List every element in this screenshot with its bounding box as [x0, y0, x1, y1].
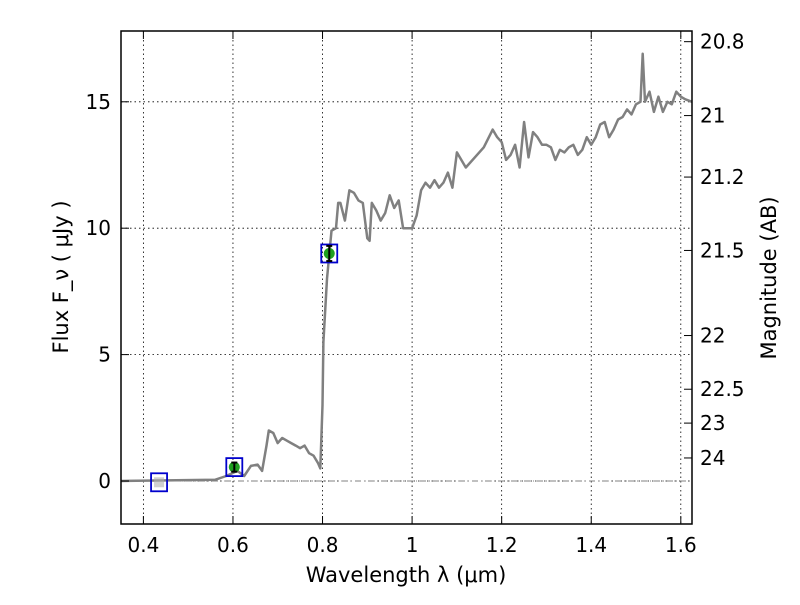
mag-tick-label: 21: [700, 104, 725, 128]
x-tick-label: 0.8: [307, 533, 339, 557]
photometry-box: [320, 243, 339, 264]
y-axis-label: Flux F_ν ( μJy ): [49, 200, 74, 353]
x-tick-label: 0.4: [127, 533, 159, 557]
x-axis-label: Wavelength λ (μm): [306, 563, 507, 587]
mag-tick-label: 23: [700, 411, 725, 435]
x-tick-label: 1: [406, 533, 419, 557]
x-tick-label: 0.6: [217, 533, 249, 557]
y-axis-ticks: 0 5 10 15: [86, 90, 129, 493]
mag-tick-label: 21.2: [700, 165, 745, 189]
y-tick-label: 15: [86, 90, 111, 114]
series-layer: [120, 52, 693, 483]
spectrum-line: [120, 52, 693, 483]
mag-tick-label: 21.5: [700, 238, 745, 262]
y-tick-label: 10: [86, 216, 111, 240]
right-axis-ticks: 20.8 21 21.2 21.5 22 22.5 23 24: [684, 30, 745, 470]
mag-tick-label: 20.8: [700, 30, 745, 54]
mag-tick-label: 22.5: [700, 377, 745, 401]
x-tick-label: 1.4: [575, 533, 607, 557]
y-tick-label: 5: [98, 343, 111, 367]
photometry-marker: [154, 477, 165, 488]
grid: [121, 31, 692, 524]
x-tick-label: 1.6: [665, 533, 697, 557]
photometry-box: [225, 457, 244, 478]
plot-frame: [120, 30, 693, 525]
y-tick-label: 0: [98, 469, 111, 493]
x-tick-label: 1.2: [486, 533, 518, 557]
mag-tick-label: 22: [700, 324, 725, 348]
x-axis-ticks: 0.4 0.6 0.8 1 1.2 1.4 1.6: [127, 31, 697, 557]
photometry-points: [150, 243, 339, 493]
mag-tick-label: 24: [700, 446, 725, 470]
right-axis-label: Magnitude (AB): [757, 196, 781, 359]
photometry-box: [150, 472, 168, 493]
